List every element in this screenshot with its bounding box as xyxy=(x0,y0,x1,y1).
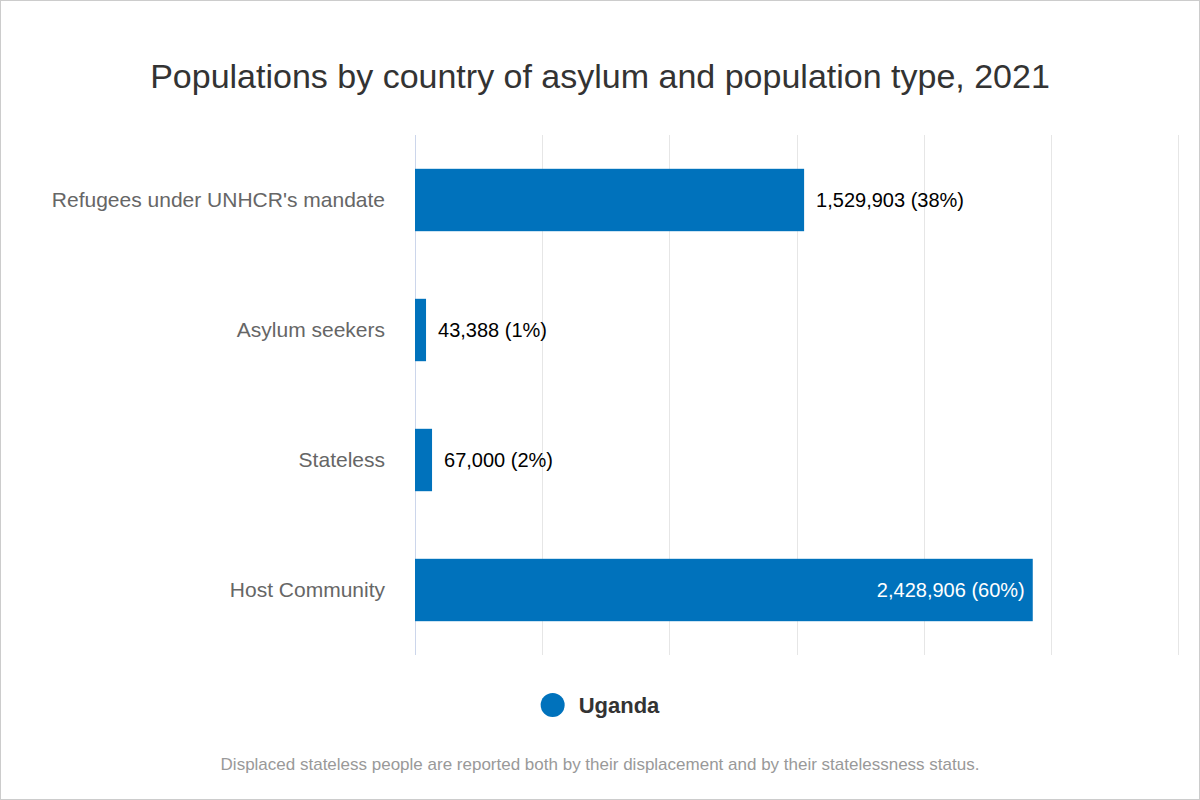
legend-label: Uganda xyxy=(579,693,660,718)
legend: Uganda xyxy=(541,693,660,718)
category-label: Asylum seekers xyxy=(237,318,385,341)
data-label: 2,428,906 (60%) xyxy=(877,579,1025,601)
grid-line xyxy=(1178,135,1179,655)
labels: Refugees under UNHCR's mandate 1,529,903 … xyxy=(52,188,1025,601)
bar xyxy=(415,429,432,491)
frame xyxy=(1,1,1200,800)
legend-marker xyxy=(541,693,565,717)
chart: Populations by country of asylum and pop… xyxy=(0,0,1200,800)
bar xyxy=(415,169,804,231)
category-label: Stateless xyxy=(299,448,385,471)
grid-line xyxy=(1051,135,1052,655)
bars xyxy=(415,169,1033,621)
category-label: Host Community xyxy=(230,578,386,601)
caption: Displaced stateless people are reported … xyxy=(221,755,980,774)
bar xyxy=(415,299,426,361)
data-label: 43,388 (1%) xyxy=(438,319,547,341)
title: Populations by country of asylum and pop… xyxy=(150,57,1050,95)
data-label: 67,000 (2%) xyxy=(444,449,553,471)
data-label: 1,529,903 (38%) xyxy=(816,189,964,211)
bar xyxy=(415,559,1033,621)
category-label: Refugees under UNHCR's mandate xyxy=(52,188,385,211)
